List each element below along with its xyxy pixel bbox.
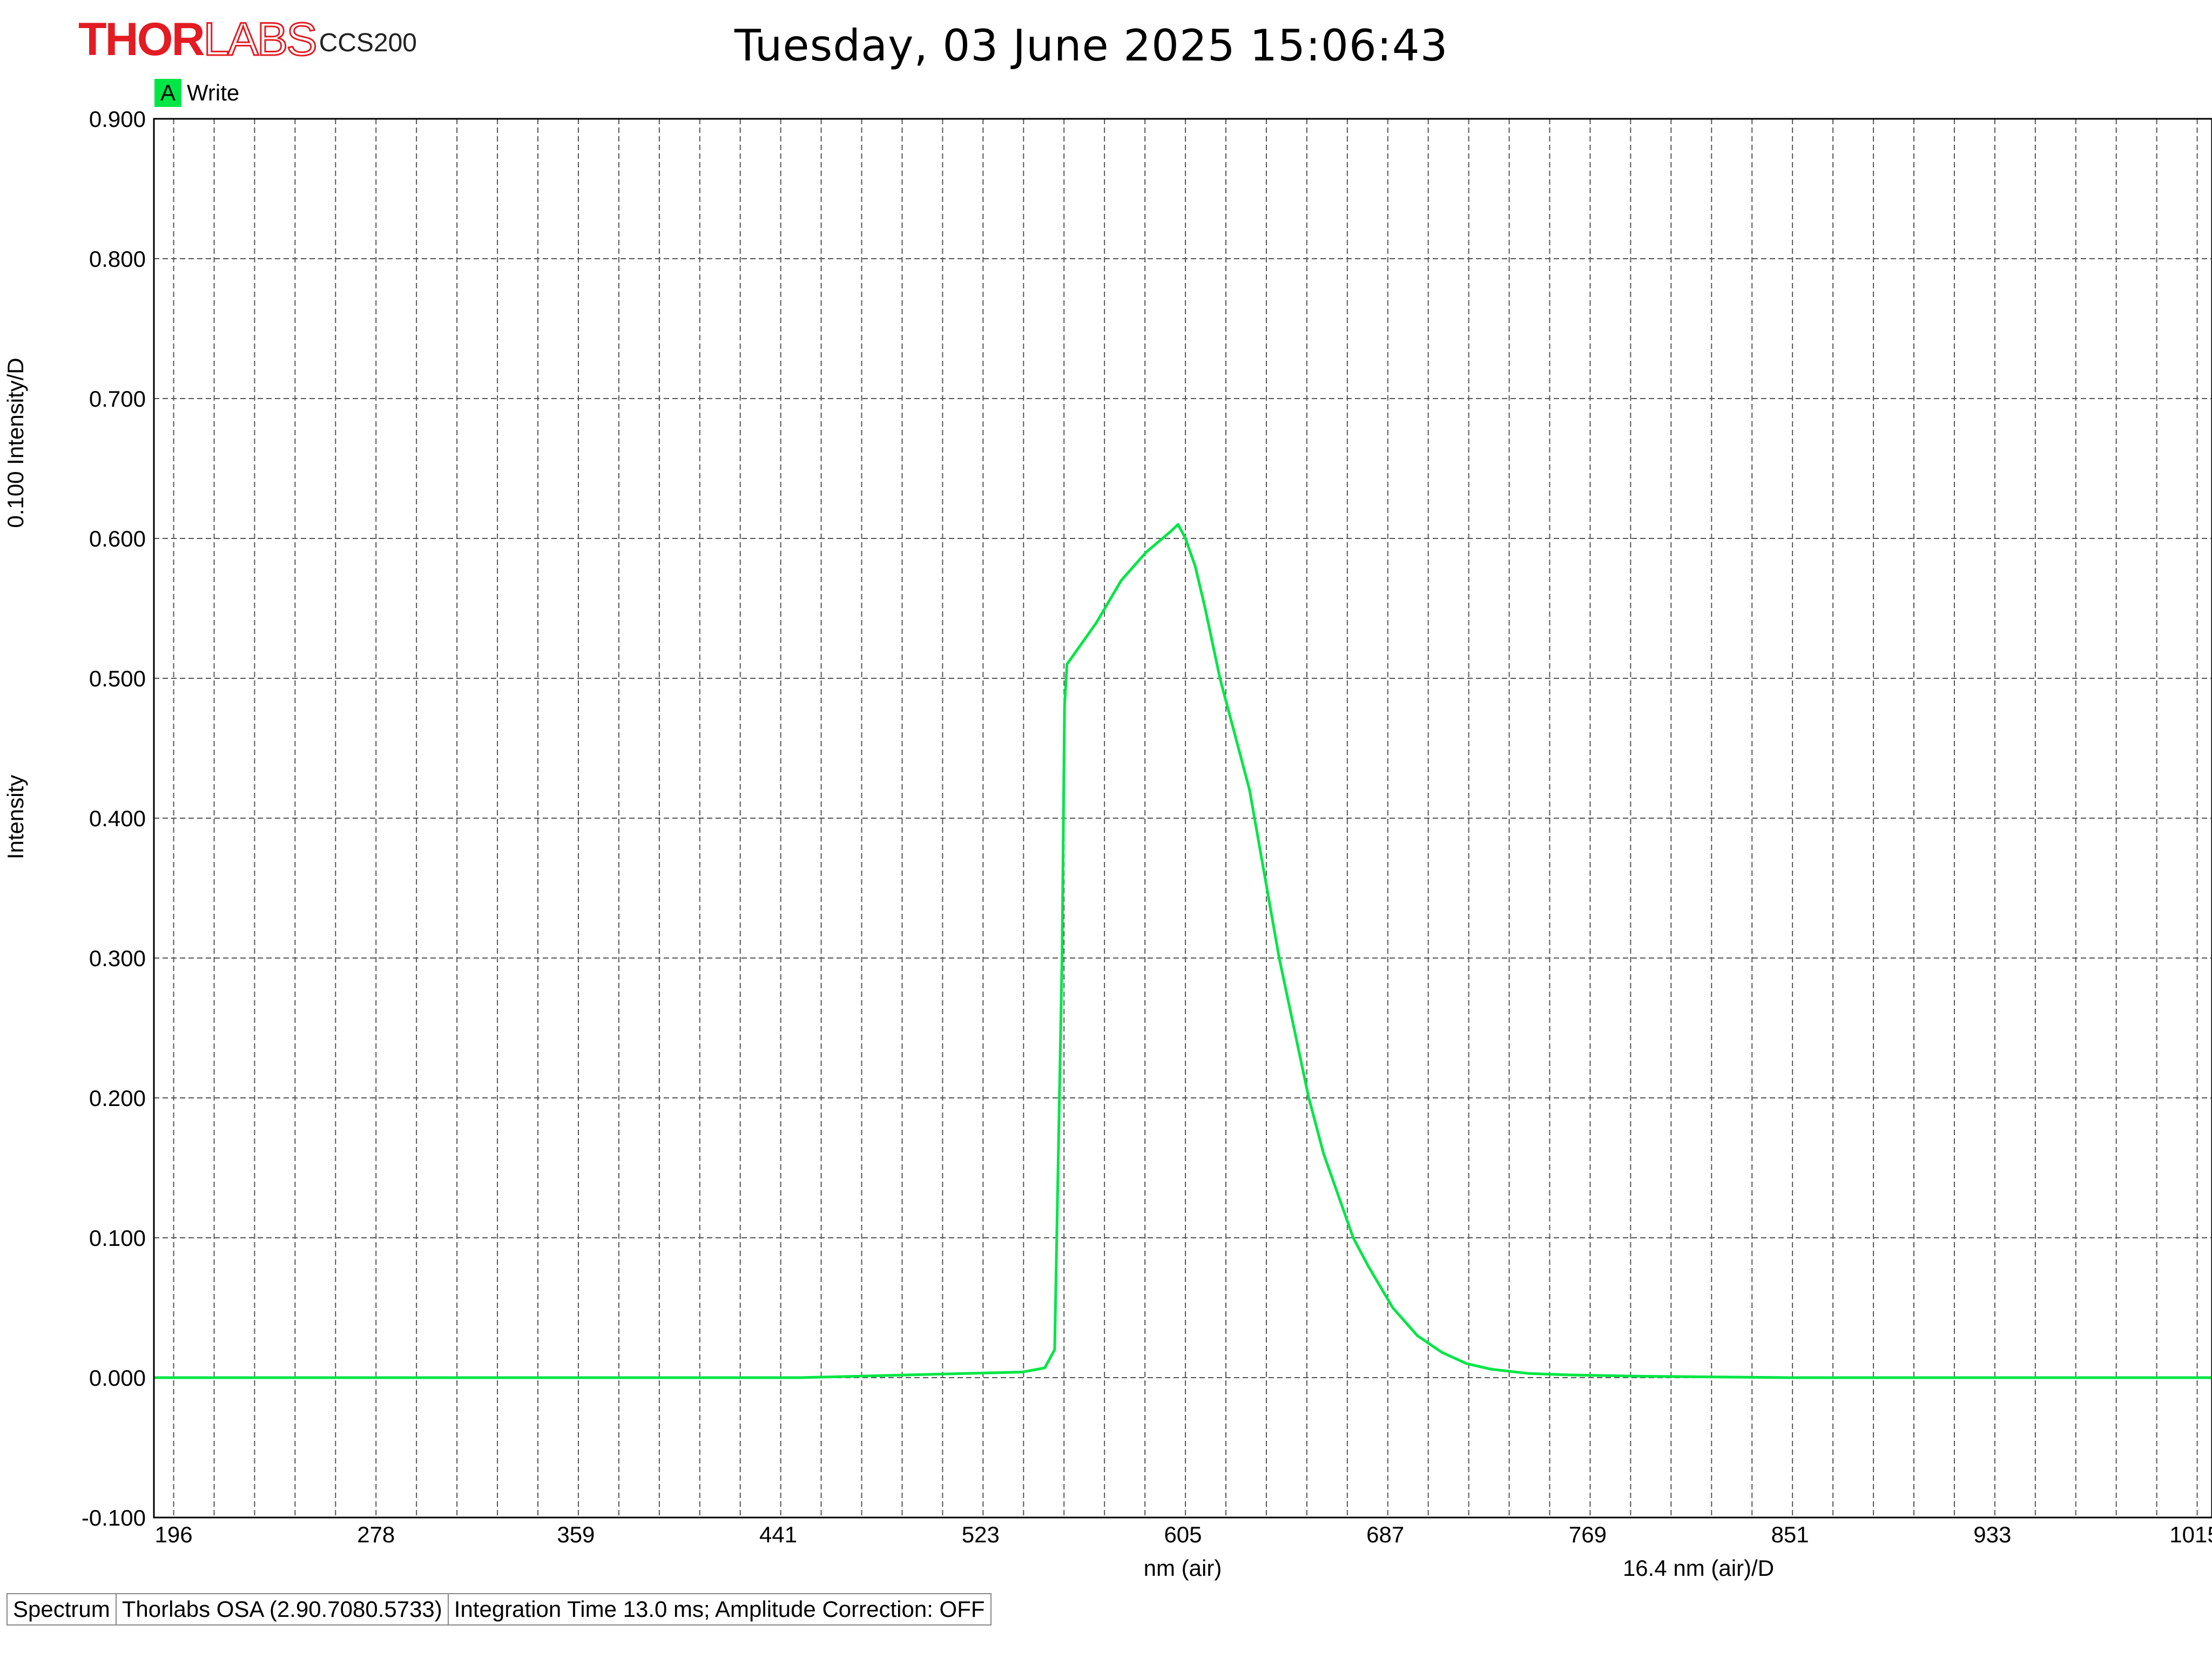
status-mode: Spectrum: [6, 1593, 117, 1626]
y-tick-label: 0.100: [89, 1225, 146, 1251]
x-tick-labels: 196 278 359 441 523 605 687 769 851 933 1015: [155, 1522, 2212, 1547]
y-tick-label: -0.100: [82, 1505, 146, 1530]
x-tick-label: 359: [557, 1522, 595, 1547]
series-line-write: [154, 523, 2212, 1379]
grid: [154, 119, 2212, 1518]
x-tick-label: 687: [1366, 1522, 1404, 1547]
x-tick-label: 933: [1973, 1522, 2011, 1547]
y-tick-label: 0.000: [89, 1365, 146, 1391]
y-tick-label: 0.400: [89, 806, 146, 831]
status-bar: Spectrum Thorlabs OSA (2.90.7080.5733) I…: [6, 1593, 992, 1626]
y-tick-label: 0.600: [89, 526, 146, 551]
thorlabs-logo: THORLABS CCS200: [78, 14, 417, 65]
device-model: CCS200: [319, 29, 417, 57]
x-scale-label: 16.4 nm (air)/D: [1623, 1555, 1774, 1581]
status-info: Integration Time 13.0 ms; Amplitude Corr…: [448, 1593, 992, 1626]
legend-swatch[interactable]: A: [154, 79, 181, 107]
plot-frame: [153, 118, 2212, 1519]
x-tick-label: 769: [1569, 1522, 1607, 1547]
x-tick-label: 278: [357, 1522, 395, 1547]
legend: A Write: [154, 79, 239, 107]
series-layer: [154, 523, 2212, 1379]
measurement-timestamp: Tuesday, 03 June 2025 15:06:43: [734, 21, 1448, 71]
x-tick-label: 851: [1771, 1522, 1809, 1547]
y-tick-label: 0.800: [89, 246, 146, 272]
y-axis-label: Intensity: [3, 775, 28, 859]
x-tick-label: 441: [759, 1522, 797, 1547]
brand-logo-text: THORLABS: [78, 14, 318, 65]
x-axis-label: nm (air): [1144, 1555, 1222, 1581]
y-tick-label: 0.700: [89, 386, 146, 412]
y-tick-labels: 0.900 0.800 0.700 0.600 0.500 0.400 0.300 0.200…: [82, 106, 146, 1530]
x-tick-label: 196: [155, 1522, 193, 1547]
status-software: Thorlabs OSA (2.90.7080.5733): [116, 1593, 449, 1626]
y-tick-label: 0.900: [89, 106, 146, 132]
y-scale-label: 0.100 Intensity/D: [3, 358, 28, 528]
x-tick-label: 523: [962, 1522, 1000, 1547]
y-tick-label: 0.200: [89, 1085, 146, 1111]
legend-label: Write: [187, 80, 240, 105]
x-tick-label: 1015: [2169, 1522, 2212, 1547]
y-tick-label: 0.500: [89, 666, 146, 691]
x-tick-label: 605: [1164, 1522, 1202, 1547]
y-tick-label: 0.300: [89, 946, 146, 971]
